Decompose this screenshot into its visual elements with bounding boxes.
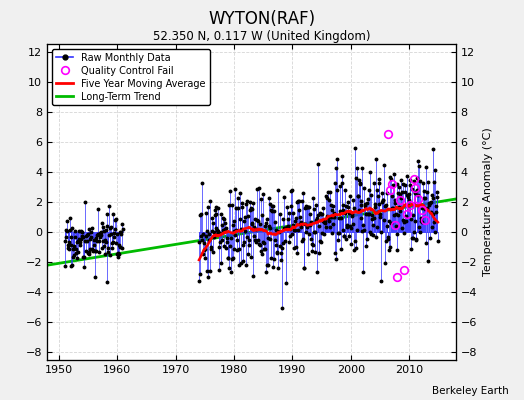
Text: Berkeley Earth: Berkeley Earth xyxy=(432,386,508,396)
Text: WYTON(RAF): WYTON(RAF) xyxy=(209,10,315,28)
Text: 52.350 N, 0.117 W (United Kingdom): 52.350 N, 0.117 W (United Kingdom) xyxy=(153,30,371,43)
Legend: Raw Monthly Data, Quality Control Fail, Five Year Moving Average, Long-Term Tren: Raw Monthly Data, Quality Control Fail, … xyxy=(52,49,210,105)
Y-axis label: Temperature Anomaly (°C): Temperature Anomaly (°C) xyxy=(483,128,493,276)
